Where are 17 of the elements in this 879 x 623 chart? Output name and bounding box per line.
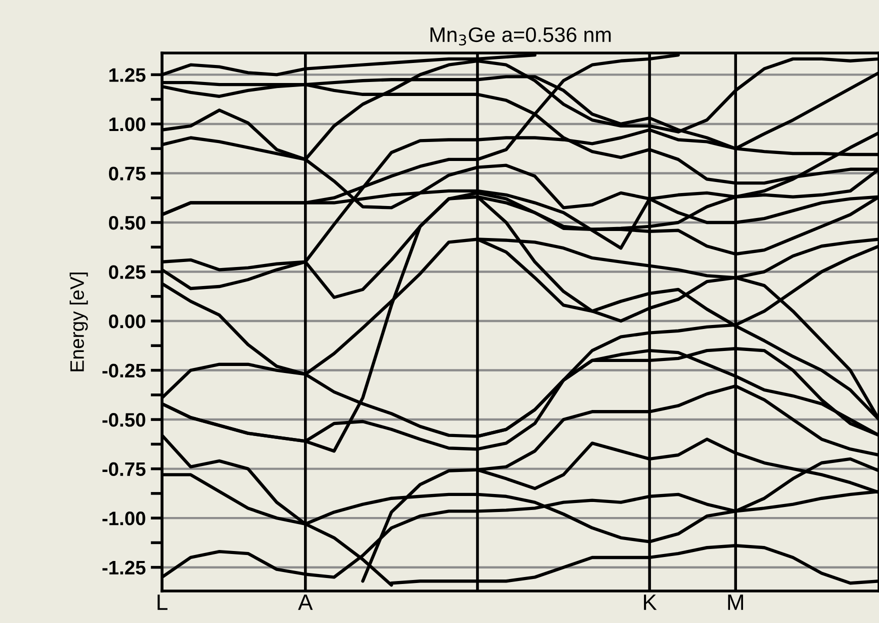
y-tick-label: 0.00 [108, 314, 146, 328]
x-tick-label: M [728, 594, 744, 610]
y-tick-label: 0.50 [108, 216, 146, 230]
y-tick-label: 1.25 [109, 68, 146, 82]
y-tick-label: -0.75 [102, 462, 146, 476]
y-tick-label: 0.25 [108, 265, 146, 279]
chart-title: Mn$_{3}$Ge a=0.536 nm [430, 27, 611, 46]
x-tick-label: A [298, 594, 313, 610]
x-tick-label: L [158, 594, 168, 610]
y-tick-label: -1.00 [102, 512, 146, 526]
y-tick-label: -1.25 [102, 560, 146, 575]
y-tick-label: -0.50 [102, 413, 146, 427]
y-axis-title: Energy [eV] [70, 272, 88, 372]
y-tick-label: -0.25 [102, 364, 146, 378]
x-tick-label: K [644, 594, 657, 610]
y-tick-label: 0.75 [108, 166, 146, 180]
y-tick-label: 1.00 [109, 117, 146, 132]
